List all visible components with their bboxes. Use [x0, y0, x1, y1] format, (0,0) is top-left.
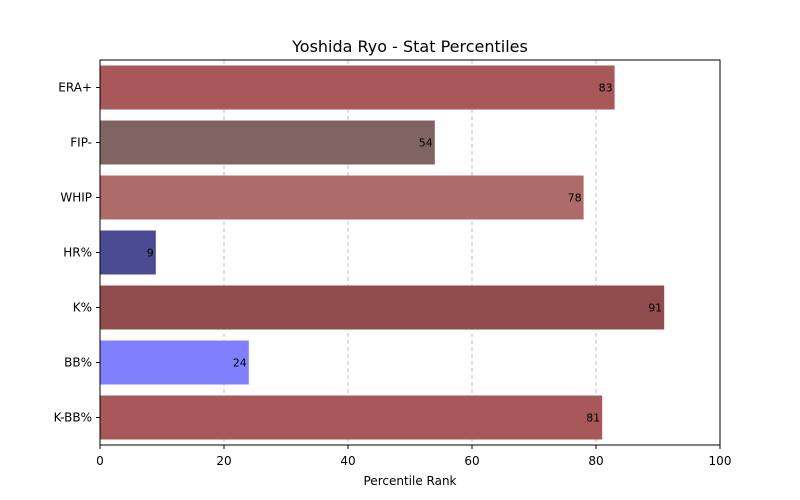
y-axis-ticks: ERA+ FIP- WHIP HR% K% BB% K-BB%	[54, 81, 100, 425]
y-tick-label: K-BB%	[54, 411, 92, 425]
data-label: 54	[419, 137, 433, 150]
y-tick-label: K%	[73, 301, 92, 315]
data-label: 78	[568, 192, 582, 205]
y-tick-label: ERA+	[58, 81, 92, 95]
data-labels: 83 54 78 9 91 24 81	[147, 82, 662, 425]
data-label: 24	[233, 357, 247, 370]
x-axis-ticks: 0 20 40 60 80 100	[96, 445, 731, 468]
y-tick-label: BB%	[64, 356, 92, 370]
bar	[100, 340, 249, 385]
y-tick-label: FIP-	[70, 136, 92, 150]
bars	[100, 65, 665, 440]
x-tick-label: 100	[709, 454, 732, 468]
data-label: 81	[586, 412, 600, 425]
bar	[100, 285, 665, 330]
bar	[100, 230, 156, 275]
y-tick-label: HR%	[63, 246, 92, 260]
bar	[100, 120, 435, 165]
x-tick-label: 60	[464, 454, 479, 468]
x-axis-label: Percentile Rank	[364, 474, 457, 488]
data-label: 9	[147, 247, 154, 260]
bar	[100, 395, 603, 440]
x-tick-label: 0	[96, 454, 104, 468]
x-tick-label: 20	[216, 454, 231, 468]
grid-lines	[223, 60, 597, 445]
data-label: 91	[648, 302, 662, 315]
plot-frame	[99, 59, 721, 446]
chart-title: Yoshida Ryo - Stat Percentiles	[291, 37, 528, 56]
y-tick-label: WHIP	[60, 191, 92, 205]
x-tick-label: 80	[588, 454, 603, 468]
bar	[100, 175, 584, 220]
data-label: 83	[599, 82, 613, 95]
bar	[100, 65, 615, 110]
x-tick-label: 40	[340, 454, 355, 468]
